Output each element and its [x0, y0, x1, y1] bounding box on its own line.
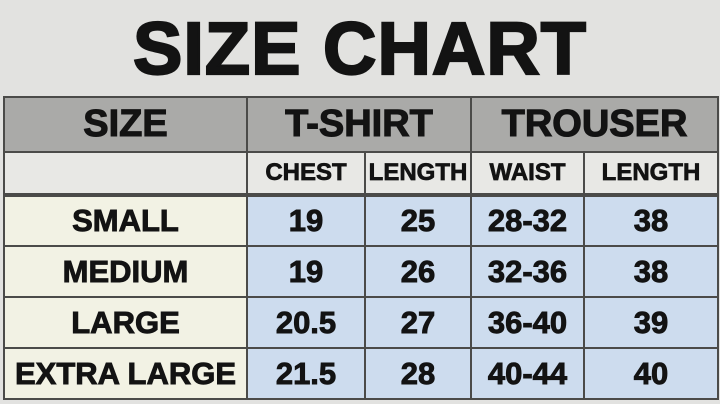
- tshirt-length-value: 25: [364, 194, 472, 247]
- tshirt-length-value: 27: [364, 296, 472, 349]
- table-row-medium: MEDIUM 19 26 32-36 38: [3, 245, 720, 298]
- table-row-extra-large: EXTRA LARGE 21.5 28 40-44 40: [3, 347, 720, 400]
- trouser-waist-value: 36-40: [470, 296, 585, 349]
- tshirt-chest-value: 20.5: [246, 296, 366, 349]
- table-row-large: LARGE 20.5 27 36-40 39: [3, 296, 720, 349]
- trouser-length-value: 38: [582, 245, 720, 298]
- trouser-waist-value: 32-36: [470, 245, 585, 298]
- group-header-row: SIZE T-SHIRT TROUSER: [3, 96, 720, 153]
- trouser-length-value: 38: [582, 194, 720, 247]
- size-label: MEDIUM: [3, 245, 248, 298]
- tshirt-chest-value: 19: [246, 194, 366, 247]
- subheader-tshirt-length: LENGTH: [364, 151, 472, 196]
- tshirt-length-value: 26: [364, 245, 472, 298]
- column-header-size: SIZE: [3, 96, 248, 153]
- subheader-tshirt-chest: CHEST: [246, 151, 366, 196]
- size-chart-table: SIZE T-SHIRT TROUSER CHEST LENGTH WAIST …: [3, 96, 720, 400]
- subheader-blank: [3, 151, 248, 196]
- size-label: SMALL: [3, 194, 248, 247]
- tshirt-chest-value: 19: [246, 245, 366, 298]
- tshirt-chest-value: 21.5: [246, 347, 366, 400]
- table-row-small: SMALL 19 25 28-32 38: [3, 194, 720, 247]
- tshirt-length-value: 28: [364, 347, 472, 400]
- sub-header-row: CHEST LENGTH WAIST LENGTH: [3, 151, 720, 196]
- trouser-length-value: 40: [582, 347, 720, 400]
- trouser-waist-value: 40-44: [470, 347, 585, 400]
- subheader-trouser-length: LENGTH: [582, 151, 720, 196]
- trouser-waist-value: 28-32: [470, 194, 585, 247]
- column-header-trouser: TROUSER: [469, 96, 720, 153]
- subheader-trouser-waist: WAIST: [470, 151, 585, 196]
- size-label: EXTRA LARGE: [3, 347, 248, 400]
- page-title: SIZE CHART: [132, 5, 587, 90]
- column-header-tshirt: T-SHIRT: [246, 96, 472, 153]
- trouser-length-value: 39: [582, 296, 720, 349]
- size-label: LARGE: [3, 296, 248, 349]
